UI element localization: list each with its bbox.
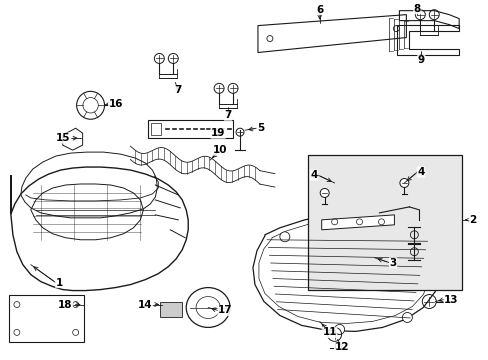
Text: 13: 13: [443, 294, 458, 305]
Bar: [148, 120, 233, 138]
Text: 8: 8: [413, 4, 420, 14]
Bar: [160, 302, 182, 318]
Text: 16: 16: [108, 99, 123, 109]
Text: 2: 2: [468, 215, 475, 225]
Circle shape: [402, 312, 411, 323]
Text: 7: 7: [224, 110, 231, 120]
Bar: [307, 155, 461, 289]
Text: 6: 6: [315, 5, 323, 15]
Text: 4: 4: [416, 167, 424, 177]
Text: 17: 17: [218, 306, 232, 315]
Text: 18: 18: [58, 300, 73, 310]
Text: 10: 10: [212, 145, 227, 155]
Circle shape: [279, 232, 289, 242]
Text: 14: 14: [138, 300, 152, 310]
Circle shape: [424, 260, 433, 270]
Bar: [9, 294, 83, 342]
Text: 3: 3: [388, 258, 396, 268]
Text: 15: 15: [56, 133, 71, 143]
Circle shape: [394, 223, 404, 233]
Polygon shape: [321, 215, 394, 230]
Text: 5: 5: [256, 123, 264, 133]
Text: 19: 19: [210, 128, 225, 138]
Text: 7: 7: [174, 85, 182, 95]
Circle shape: [399, 179, 408, 188]
Polygon shape: [258, 15, 406, 53]
Circle shape: [320, 189, 328, 197]
Circle shape: [334, 324, 344, 334]
Text: 11: 11: [322, 327, 336, 337]
Text: 12: 12: [334, 342, 348, 352]
Bar: [151, 123, 161, 135]
Text: 4: 4: [310, 170, 317, 180]
Text: 9: 9: [417, 55, 424, 66]
Circle shape: [334, 211, 344, 221]
Text: 1: 1: [56, 278, 63, 288]
